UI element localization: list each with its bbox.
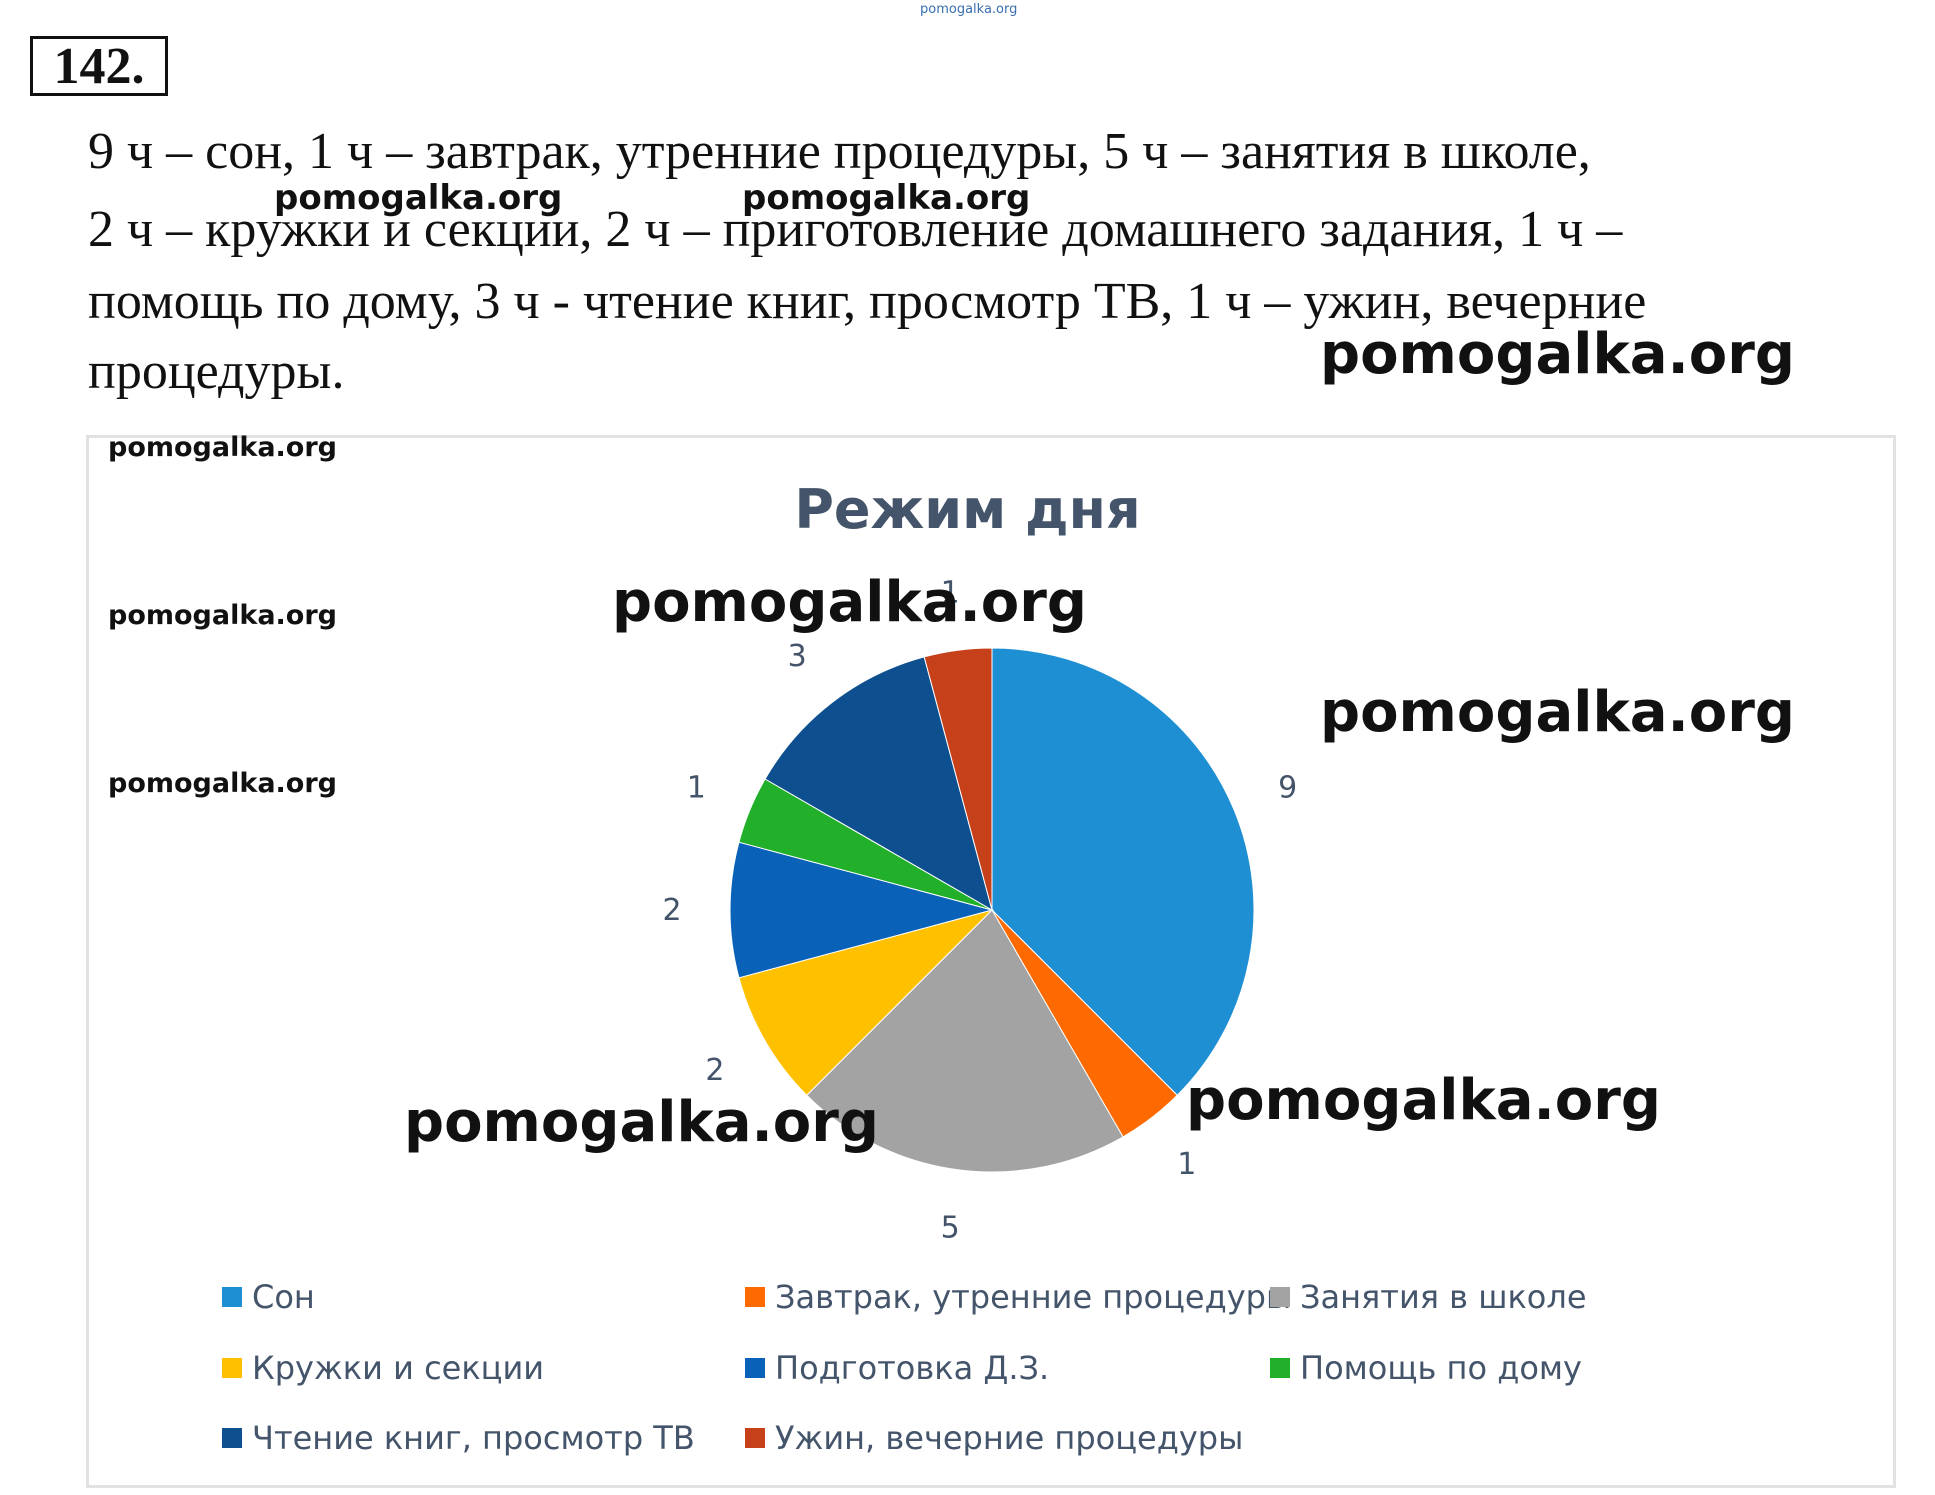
legend-item-housework: Помощь по дому [1270, 1349, 1582, 1387]
watermark-2: pomogalka.org [742, 178, 1031, 218]
chart-title: Режим дня [794, 478, 1141, 541]
watermark-7: pomogalka.org [612, 570, 1087, 635]
problem-number: 142. [30, 36, 168, 96]
legend-label: Кружки и секции [252, 1349, 545, 1387]
legend-label: Ужин, вечерние процедуры [775, 1419, 1244, 1457]
legend-swatch [1270, 1287, 1290, 1307]
task-line-2: 2 ч – кружки и секции, 2 ч – приготовлен… [88, 201, 1623, 258]
legend-label: Завтрак, утренние процедуры [775, 1278, 1292, 1316]
pie-data-label: 9 [1278, 771, 1297, 806]
legend-item-school: Занятия в школе [1270, 1278, 1587, 1316]
task-line-1: 9 ч – сон, 1 ч – завтрак, утренние проце… [88, 123, 1591, 180]
legend-item-reading: Чтение книг, просмотр ТВ [222, 1419, 695, 1457]
top-watermark: pomogalka.org [920, 2, 1018, 17]
pie-data-label: 5 [941, 1210, 960, 1245]
pie-data-label: 1 [941, 576, 960, 611]
task-line-4: процедуры. [88, 343, 345, 400]
legend-item-breakfast: Завтрак, утренние процедуры [745, 1278, 1291, 1316]
pie-data-label: 1 [1177, 1147, 1196, 1182]
pie-slice [806, 909, 1124, 1173]
watermark-3: pomogalka.org [1320, 322, 1795, 387]
watermark-9: pomogalka.org [1186, 1068, 1661, 1133]
watermark-5: pomogalka.org [108, 600, 337, 631]
legend-label: Сон [252, 1278, 315, 1316]
watermark-4: pomogalka.org [108, 432, 337, 463]
legend-label: Чтение книг, просмотр ТВ [252, 1419, 695, 1457]
legend-swatch [745, 1358, 765, 1378]
legend-item-son: Сон [222, 1278, 315, 1316]
watermark-10: pomogalka.org [404, 1090, 879, 1155]
legend-label: Помощь по дому [1300, 1349, 1582, 1387]
legend-item-homework: Подготовка Д.З. [745, 1349, 1049, 1387]
pie-slice [764, 656, 993, 912]
pie-data-label: 2 [705, 1053, 724, 1088]
legend-swatch [1270, 1358, 1290, 1378]
legend-swatch [222, 1358, 242, 1378]
pie-data-label: 1 [687, 771, 706, 806]
pie-slice [991, 647, 1255, 1096]
pie-slice [738, 909, 994, 1096]
pie-data-labels: 9 1 5 2 2 1 3 1 [662, 576, 1297, 1246]
pie-data-label: 2 [662, 893, 681, 928]
legend-item-clubs: Кружки и секции [222, 1349, 544, 1387]
pie-slices [729, 647, 1255, 1173]
pie-data-label: 3 [788, 639, 807, 674]
legend-swatch [222, 1428, 242, 1448]
legend-swatch [222, 1287, 242, 1307]
watermark-8: pomogalka.org [1320, 680, 1795, 745]
watermark-1: pomogalka.org [274, 178, 563, 218]
pie-slice [923, 647, 993, 911]
legend-swatch [745, 1428, 765, 1448]
legend-item-dinner: Ужин, вечерние процедуры [745, 1419, 1243, 1457]
watermark-6: pomogalka.org [108, 768, 337, 799]
pie-slice [729, 841, 994, 979]
legend-label: Занятия в школе [1300, 1278, 1587, 1316]
legend-label: Подготовка Д.З. [775, 1349, 1050, 1387]
task-line-3: помощь по дому, 3 ч - чтение книг, просм… [88, 273, 1647, 330]
legend-swatch [745, 1287, 765, 1307]
